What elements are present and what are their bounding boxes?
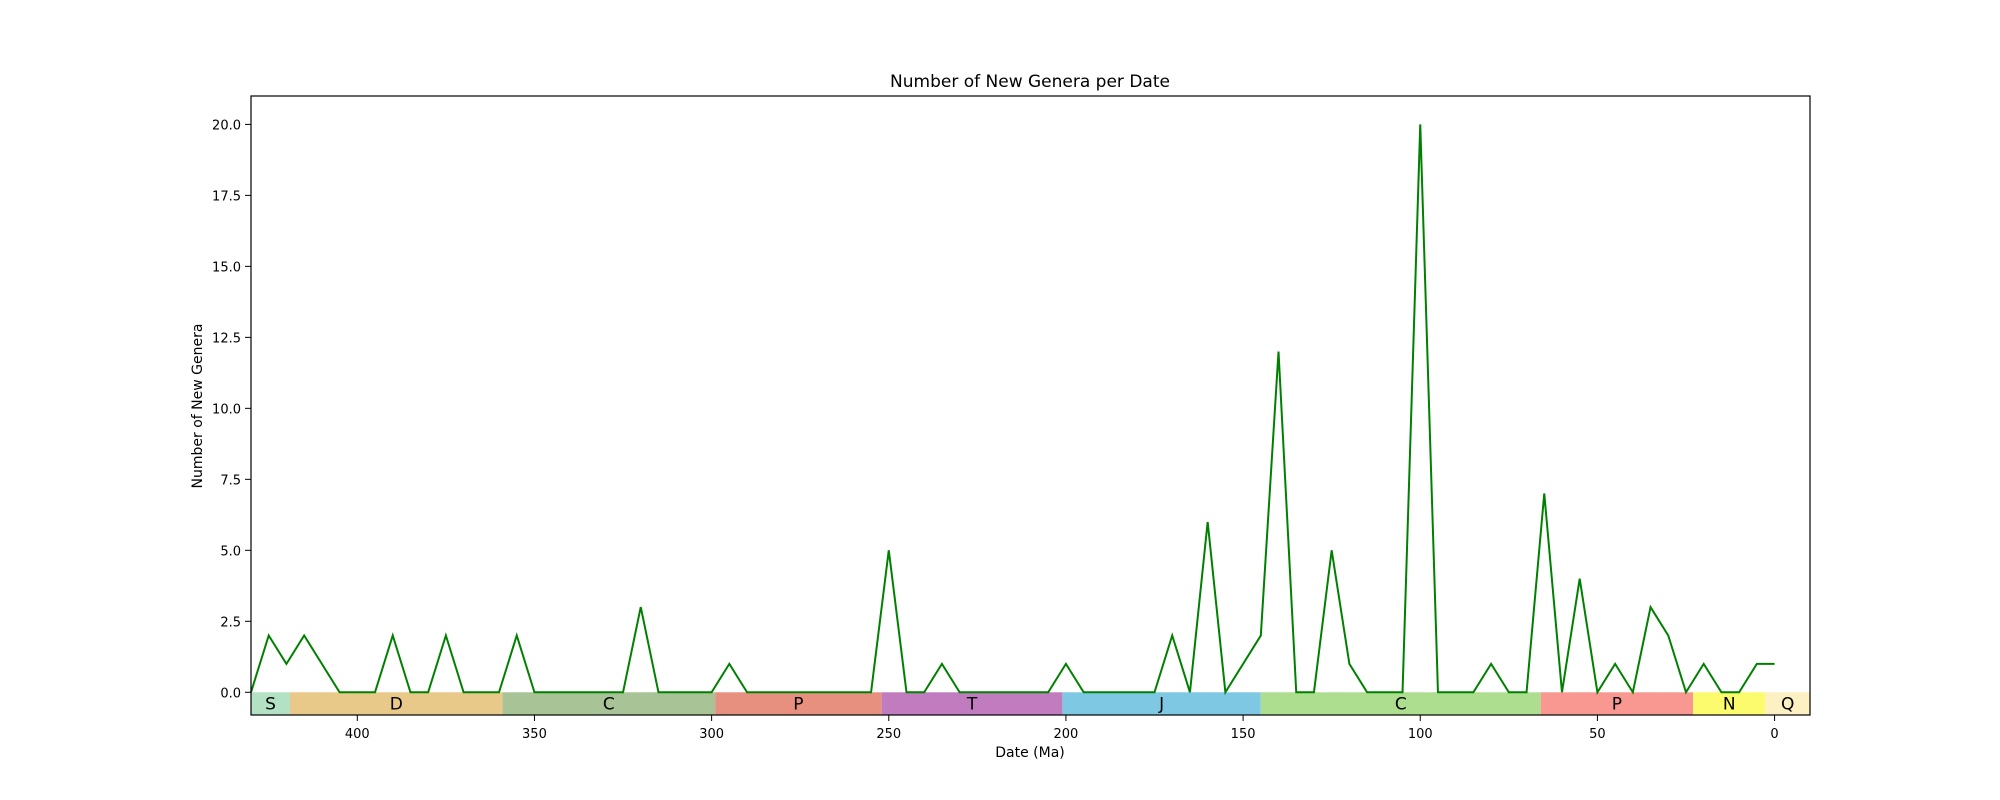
period-label: C	[1395, 695, 1407, 715]
period-band	[1062, 692, 1261, 715]
y-tick-label: 5.0	[220, 544, 241, 559]
period-band	[1260, 692, 1541, 715]
period-label: N	[1723, 695, 1736, 715]
y-tick-label: 7.5	[220, 473, 241, 488]
plot-frame	[250, 95, 1811, 716]
y-tick-label: 12.5	[212, 331, 241, 346]
y-tick-label: 15.0	[212, 260, 241, 275]
period-band	[251, 692, 290, 715]
x-tick-label: 300	[699, 727, 724, 742]
y-axis-label: Number of New Genera	[190, 324, 206, 489]
y-tick-label: 2.5	[220, 615, 241, 630]
y-tick-label: 20.0	[212, 118, 241, 133]
period-band	[502, 692, 716, 715]
series-line	[250, 124, 1775, 696]
x-tick-label: 50	[1589, 727, 1606, 742]
period-label: D	[390, 695, 403, 715]
x-tick-label: 350	[522, 727, 547, 742]
x-axis-label: Date (Ma)	[995, 745, 1065, 761]
x-tick-label: 0	[1770, 727, 1778, 742]
x-tick-label: 200	[1054, 727, 1079, 742]
x-tick-label: 100	[1408, 727, 1433, 742]
period-label: Q	[1781, 695, 1794, 715]
y-tick-label: 10.0	[212, 402, 241, 417]
period-label: T	[966, 695, 978, 715]
period-band	[715, 692, 882, 715]
x-tick-label: 250	[876, 727, 901, 742]
period-label: P	[793, 695, 803, 715]
y-axis-ticks: 0.0 2.5 5.0 7.5 10.0 12.5 15.0 17.5 20.0	[212, 118, 251, 701]
period-label: P	[1612, 695, 1622, 715]
period-band	[1540, 692, 1694, 715]
period-label: S	[265, 695, 276, 715]
x-axis-ticks: 400 350 300 250 200 150 100 50 0	[345, 715, 1779, 742]
period-band	[1765, 692, 1810, 715]
y-tick-label: 0.0	[220, 686, 241, 701]
period-band	[1693, 692, 1766, 715]
period-label: C	[603, 695, 615, 715]
x-tick-label: 400	[345, 727, 370, 742]
period-band	[289, 692, 503, 715]
chart-title: Number of New Genera per Date	[890, 72, 1170, 92]
x-tick-label: 150	[1231, 727, 1256, 742]
y-tick-label: 17.5	[212, 189, 241, 204]
period-band	[881, 692, 1063, 715]
period-label: J	[1158, 695, 1164, 715]
